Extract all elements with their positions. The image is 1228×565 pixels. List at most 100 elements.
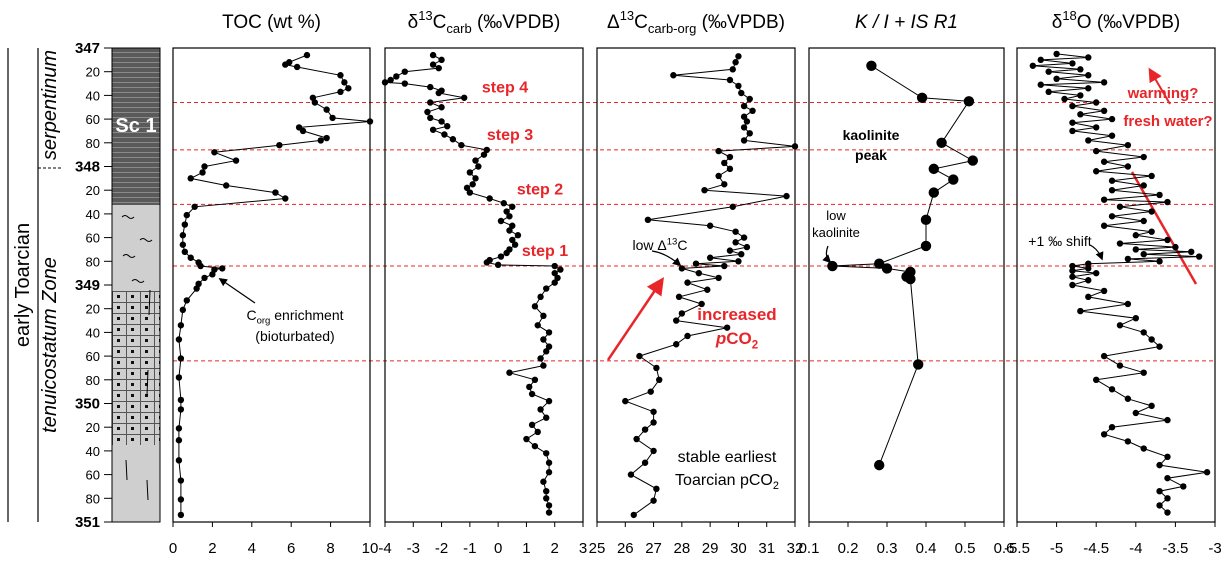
data-point — [1069, 60, 1076, 67]
x-tick-label: 28 — [674, 540, 691, 557]
panel-frame — [596, 47, 796, 523]
data-line — [623, 56, 796, 516]
data-point — [641, 459, 649, 466]
annotation-part: increased — [697, 305, 776, 324]
data-point — [1148, 228, 1155, 235]
data-point — [715, 172, 722, 180]
annotation-arrows — [218, 67, 1198, 361]
annotation: +1 ‰ shift — [1028, 233, 1092, 249]
depth-tick-label: 60 — [86, 468, 100, 483]
data-point — [187, 175, 194, 182]
data-point — [183, 211, 190, 219]
data-point — [177, 496, 185, 503]
data-point — [1100, 107, 1108, 115]
panel-frame — [808, 47, 1005, 523]
annotation-part: low — [826, 208, 846, 223]
data-point — [1085, 265, 1092, 272]
depth-tick-label: 350 — [75, 396, 100, 413]
data-point — [1085, 85, 1092, 92]
data-point — [1140, 153, 1147, 161]
data-point — [723, 324, 731, 331]
data-point — [1156, 461, 1163, 469]
data-point — [337, 72, 344, 79]
data-point — [1180, 483, 1187, 490]
data-point — [494, 261, 502, 269]
panel-title-part: C — [634, 12, 648, 33]
data-point — [341, 79, 348, 86]
annotation-part: CO — [726, 329, 752, 348]
annotation: Toarcian pCO2 — [675, 472, 779, 492]
data-point — [721, 181, 728, 188]
data-point — [528, 421, 536, 429]
x-tick-label: 27 — [645, 540, 662, 557]
data-point — [381, 79, 389, 86]
data-point — [282, 61, 289, 68]
data-point — [1108, 177, 1116, 184]
data-point — [735, 82, 742, 90]
data-point — [293, 63, 301, 71]
data-point — [219, 265, 226, 272]
data-point — [726, 165, 734, 173]
data-point — [684, 279, 691, 286]
data-point — [678, 265, 686, 272]
data-point — [177, 355, 185, 362]
bioturbation-marks — [121, 215, 153, 501]
panel-title-part: δ — [408, 12, 419, 33]
data-point — [732, 239, 739, 246]
depth-tick-label: 80 — [86, 254, 100, 269]
zone-label: tenuicostatum Zone — [39, 257, 61, 433]
data-point — [175, 457, 183, 464]
data-point — [1116, 362, 1124, 369]
data-point — [458, 141, 465, 149]
data-point — [1100, 287, 1108, 295]
data-point — [1093, 168, 1100, 175]
annotation: increased — [697, 305, 776, 324]
depth-tick-label: 349 — [75, 277, 100, 294]
data-point — [537, 293, 544, 301]
data-point — [1132, 409, 1140, 417]
data-point — [401, 80, 408, 87]
data-point — [1077, 66, 1084, 73]
panel-title: δ13Ccarb (‰VPDB) — [408, 8, 561, 36]
data-point — [1124, 141, 1132, 149]
data-line — [832, 65, 975, 466]
data-point — [209, 271, 216, 278]
data-point — [644, 216, 652, 224]
data-point — [181, 221, 189, 228]
x-tick-label: -5 — [1050, 540, 1063, 557]
data-point — [1045, 68, 1052, 75]
data-point — [1069, 273, 1076, 280]
data-point — [497, 217, 505, 225]
data-point — [177, 477, 185, 484]
data-point — [1156, 258, 1163, 265]
annotation-part: fresh water? — [1123, 113, 1212, 130]
depth-tick-label: 40 — [86, 444, 100, 459]
panel-title-part: C — [433, 12, 447, 33]
step-label: step 4 — [482, 80, 528, 97]
data-point — [1100, 196, 1108, 203]
data-point — [401, 68, 408, 75]
data-point — [506, 213, 513, 220]
data-point — [179, 306, 187, 314]
data-point — [1116, 203, 1124, 210]
depth-tick-label: 347 — [75, 40, 100, 57]
data-point — [1203, 469, 1211, 476]
annotation: peak — [855, 147, 887, 163]
x-tick-label: -3.5 — [1162, 540, 1188, 557]
annotation-part: C — [246, 307, 256, 323]
data-point — [366, 118, 374, 125]
data-point — [920, 240, 932, 252]
annotation-part: low Δ — [633, 237, 667, 253]
data-point — [509, 222, 516, 229]
x-tick-label: 31 — [758, 540, 775, 557]
annotation: Corg enrichment — [246, 307, 343, 327]
data-line — [178, 54, 371, 515]
data-point — [746, 130, 753, 137]
data-point — [1156, 487, 1163, 495]
data-point — [948, 174, 959, 185]
annotation: kaolinite — [812, 225, 860, 240]
data-point — [1148, 208, 1155, 215]
step-label: step 3 — [487, 127, 533, 144]
data-point — [695, 269, 703, 277]
